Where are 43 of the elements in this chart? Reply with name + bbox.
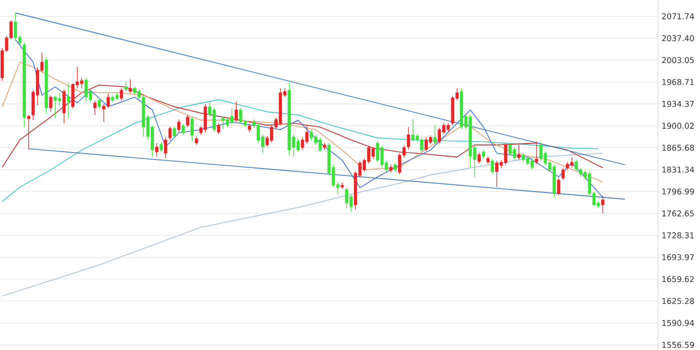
candlestick xyxy=(27,114,30,150)
candlestick xyxy=(124,80,128,92)
line-series xyxy=(2,152,604,297)
candlestick xyxy=(120,88,124,101)
candlestick xyxy=(190,116,194,142)
candlestick xyxy=(160,142,163,152)
candlestick xyxy=(177,119,180,133)
candlestick xyxy=(296,138,300,152)
line-series xyxy=(2,84,604,168)
candlestick xyxy=(512,147,516,160)
candlestick xyxy=(14,12,18,40)
candlestick xyxy=(182,124,185,136)
candlestick xyxy=(155,142,158,157)
candlestick xyxy=(411,119,415,142)
candlestick xyxy=(98,98,101,109)
candlestick xyxy=(216,122,220,134)
candlestick xyxy=(433,124,437,145)
candlestick xyxy=(49,94,52,112)
candlestick xyxy=(186,114,190,128)
candlestick xyxy=(561,168,565,180)
line-series xyxy=(2,62,604,182)
candlestick xyxy=(168,126,172,141)
candlestick xyxy=(490,158,494,174)
candlestick xyxy=(221,116,225,130)
line-series xyxy=(2,99,599,202)
candlestick xyxy=(234,101,238,122)
candlestick xyxy=(557,178,560,196)
candlestick xyxy=(517,144,521,160)
line-series xyxy=(15,39,604,198)
candlestick xyxy=(406,126,410,150)
candlestick xyxy=(601,196,604,214)
candlestick xyxy=(534,141,538,164)
candlestick xyxy=(164,136,168,159)
candlestick xyxy=(66,82,70,119)
candlestick xyxy=(93,100,97,116)
candlestick xyxy=(380,145,384,168)
candlestick xyxy=(574,159,578,172)
candlestick xyxy=(539,142,543,161)
candlestick xyxy=(62,89,66,124)
candlestick xyxy=(172,126,176,138)
candlestick xyxy=(478,152,481,164)
candlestick xyxy=(128,78,132,94)
candlestick xyxy=(438,127,442,144)
